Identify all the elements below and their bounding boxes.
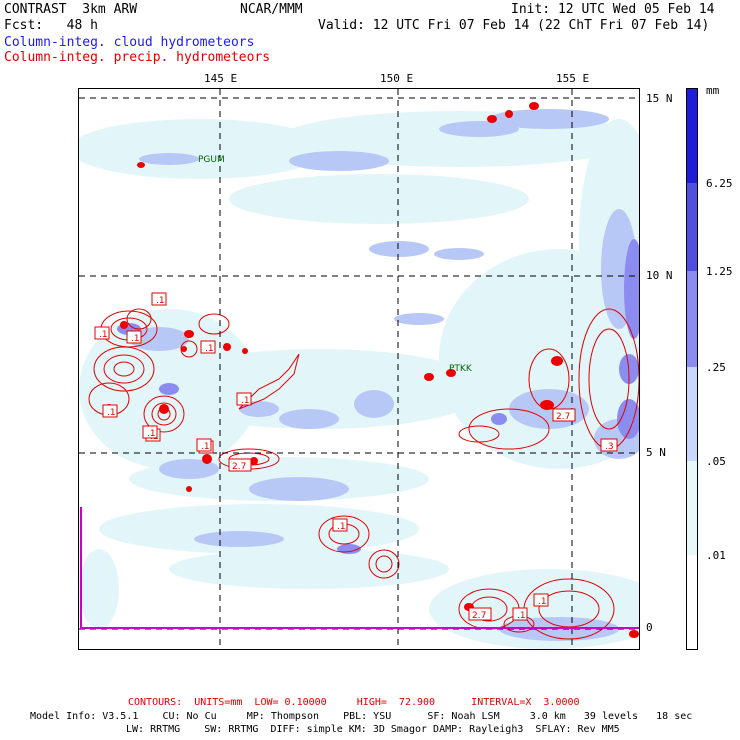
- svg-text:.1: .1: [538, 597, 547, 607]
- colorbar-label-0-05: .05: [706, 455, 726, 468]
- contour-label: 2.7: [468, 607, 492, 621]
- contour-label: .1: [512, 607, 528, 621]
- cloud-shading-light: [79, 111, 639, 649]
- svg-text:.1: .1: [337, 522, 346, 532]
- contour-label: .1: [94, 326, 110, 340]
- svg-text:.3: .3: [605, 442, 614, 452]
- colorbar-seg-6: [686, 555, 698, 650]
- contour-label: .1: [200, 340, 216, 354]
- svg-text:.1: .1: [99, 330, 108, 340]
- lon-label-145: 145 E: [204, 72, 238, 85]
- svg-text:.1: .1: [241, 396, 250, 406]
- lat-label-15n: 15 N: [646, 92, 673, 105]
- lon-label-150: 150 E: [380, 72, 414, 85]
- svg-text:.1: .1: [205, 344, 214, 354]
- init-time: Init: 12 UTC Wed 05 Feb 14: [511, 2, 715, 17]
- colorbar-label-0-25: .25: [706, 361, 726, 374]
- svg-text:.1: .1: [147, 429, 156, 439]
- svg-text:.1: .1: [517, 611, 526, 621]
- svg-text:.1: .1: [156, 296, 165, 306]
- station-pgum: PGUM: [198, 155, 225, 165]
- colorbar-seg-5: [686, 461, 698, 555]
- field-cloud-label: Column-integ. cloud hydrometeors: [4, 35, 255, 50]
- field-precip-label: Column-integ. precip. hydrometeors: [4, 50, 271, 65]
- colorbar-label-1-25: 1.25: [706, 265, 733, 278]
- colorbar-label-6-25: 6.25: [706, 177, 733, 190]
- contour-label: 2.7: [552, 408, 576, 422]
- map-canvas: PGUM PTKK .1 .1 .1 .1 .1 .1 2.7 .1 .1 2.…: [79, 89, 639, 649]
- model-info-line1: Model Info: V3.5.1 CU: No Cu MP: Thompso…: [30, 711, 693, 722]
- colorbar-label-0-01: .01: [706, 549, 726, 562]
- colorbar-unit: mm: [706, 84, 720, 97]
- colorbar-seg-3: [686, 271, 698, 367]
- colorbar-seg-1: [686, 88, 698, 183]
- contour-label: .1: [196, 438, 212, 452]
- contour-label: .3: [600, 438, 618, 452]
- svg-text:2.7: 2.7: [232, 462, 246, 472]
- contour-label: .1: [102, 404, 118, 418]
- center-name: NCAR/MMM: [240, 2, 303, 17]
- contour-info: CONTOURS: UNITS=mm LOW= 0.10000 HIGH= 72…: [128, 697, 580, 708]
- precip-cores: [104, 102, 639, 638]
- station-ptkk: PTKK: [449, 364, 473, 374]
- title: CONTRAST 3km ARW: [4, 2, 138, 17]
- svg-text:.1: .1: [107, 408, 116, 418]
- lat-label-5n: 5 N: [646, 446, 666, 459]
- contour-label: .1: [142, 425, 158, 439]
- contour-label: .1: [533, 593, 549, 607]
- contour-label: .1: [332, 518, 348, 532]
- valid-time: Valid: 12 UTC Fri 07 Feb 14 (22 ChT Fri …: [318, 18, 710, 33]
- domain-boundary: [80, 507, 639, 629]
- model-info-line2: LW: RRTMG SW: RRTMG DIFF: simple KM: 3D …: [126, 724, 620, 735]
- svg-text:.1: .1: [131, 334, 140, 344]
- svg-text:.1: .1: [201, 442, 210, 452]
- colorbar-seg-4: [686, 367, 698, 461]
- colorbar-seg-2: [686, 183, 698, 271]
- lon-label-155: 155 E: [556, 72, 590, 85]
- svg-text:2.7: 2.7: [556, 412, 570, 422]
- contour-label: 2.7: [228, 458, 252, 472]
- svg-text:2.7: 2.7: [472, 611, 486, 621]
- forecast-hour: Fcst: 48 h: [4, 18, 98, 33]
- map-panel: PGUM PTKK .1 .1 .1 .1 .1 .1 2.7 .1 .1 2.…: [78, 88, 640, 650]
- contour-label: .1: [126, 330, 142, 344]
- cloud-shading-medium: [129, 109, 639, 641]
- lat-label-10n: 10 N: [646, 269, 673, 282]
- lat-label-eq: 0: [646, 621, 653, 634]
- contour-label: .1: [151, 292, 167, 306]
- contour-label-group: .1 .1 .1 .1 .1 .1 2.7 .1 .1 2.7 .3 .1 .1…: [94, 292, 618, 621]
- contour-label: .1: [236, 392, 252, 406]
